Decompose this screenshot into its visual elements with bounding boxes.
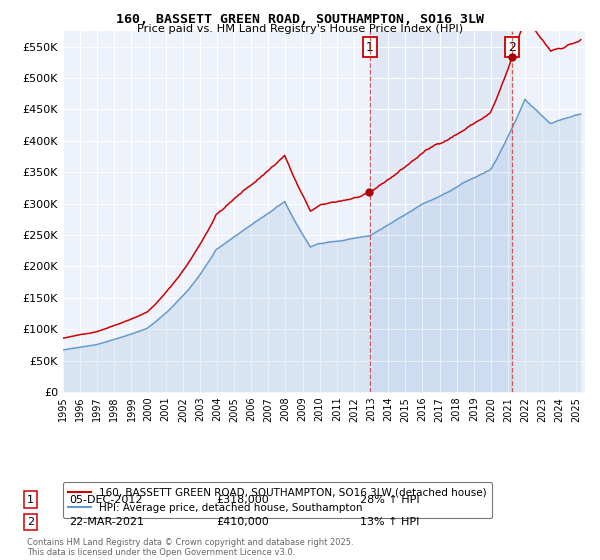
Text: 1: 1 — [27, 494, 34, 505]
Text: Price paid vs. HM Land Registry's House Price Index (HPI): Price paid vs. HM Land Registry's House … — [137, 24, 463, 34]
Text: 22-MAR-2021: 22-MAR-2021 — [69, 517, 144, 527]
Bar — [370, 31, 512, 392]
Legend: 160, BASSETT GREEN ROAD, SOUTHAMPTON, SO16 3LW (detached house), HPI: Average pr: 160, BASSETT GREEN ROAD, SOUTHAMPTON, SO… — [63, 482, 492, 517]
Text: 05-DEC-2012: 05-DEC-2012 — [69, 494, 143, 505]
Text: 2: 2 — [508, 40, 515, 54]
Text: 13% ↑ HPI: 13% ↑ HPI — [360, 517, 419, 527]
Text: £318,000: £318,000 — [216, 494, 269, 505]
Text: 28% ↑ HPI: 28% ↑ HPI — [360, 494, 419, 505]
Text: 160, BASSETT GREEN ROAD, SOUTHAMPTON, SO16 3LW: 160, BASSETT GREEN ROAD, SOUTHAMPTON, SO… — [116, 13, 484, 26]
Text: £410,000: £410,000 — [216, 517, 269, 527]
Text: Contains HM Land Registry data © Crown copyright and database right 2025.
This d: Contains HM Land Registry data © Crown c… — [27, 538, 353, 557]
Text: 2: 2 — [27, 517, 34, 527]
Text: 1: 1 — [366, 40, 374, 54]
